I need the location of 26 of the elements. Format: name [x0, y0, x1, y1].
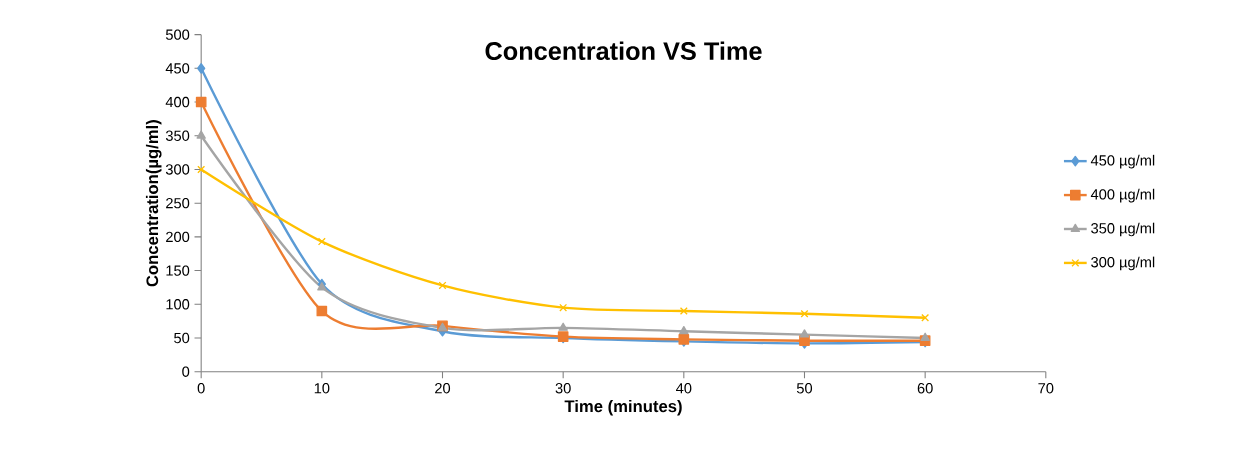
legend-label: 400 µg/ml — [1090, 188, 1155, 203]
y-tick-label: 200 — [166, 231, 190, 243]
y-tick-label: 300 — [165, 164, 190, 175]
legend-label: 350 µg/ml — [1091, 222, 1155, 237]
y-tick-label: 100 — [166, 299, 190, 310]
y-tick-label: 350 — [165, 130, 190, 142]
y-tick-label: 450 — [165, 63, 190, 74]
y-tick-label: 250 — [166, 198, 190, 209]
x-tick-label: 30 — [555, 383, 571, 394]
y-tick-label: 50 — [174, 333, 190, 344]
x-tick-label: 40 — [676, 383, 692, 394]
chart-title: Concentration VS Time — [485, 41, 762, 61]
y-tick-label: 150 — [166, 265, 190, 276]
x-tick-label: 70 — [1038, 383, 1054, 394]
x-tick-label: 20 — [435, 383, 451, 394]
x-tick-label: 10 — [314, 383, 330, 394]
y-tick-label: 500 — [165, 29, 190, 41]
y-tick-label: 400 — [165, 97, 190, 108]
legend-label: 450 µg/ml — [1090, 155, 1155, 169]
y-axis-title: Concentration(µg/ml) — [145, 120, 162, 287]
x-tick-label: 50 — [796, 383, 813, 394]
x-axis-title: Time (minutes) — [564, 400, 682, 416]
x-tick-label: 0 — [197, 383, 205, 394]
x-tick-label: 60 — [917, 383, 933, 394]
legend-label: 300 µg/ml — [1091, 256, 1155, 271]
y-tick-label: 0 — [182, 366, 190, 378]
